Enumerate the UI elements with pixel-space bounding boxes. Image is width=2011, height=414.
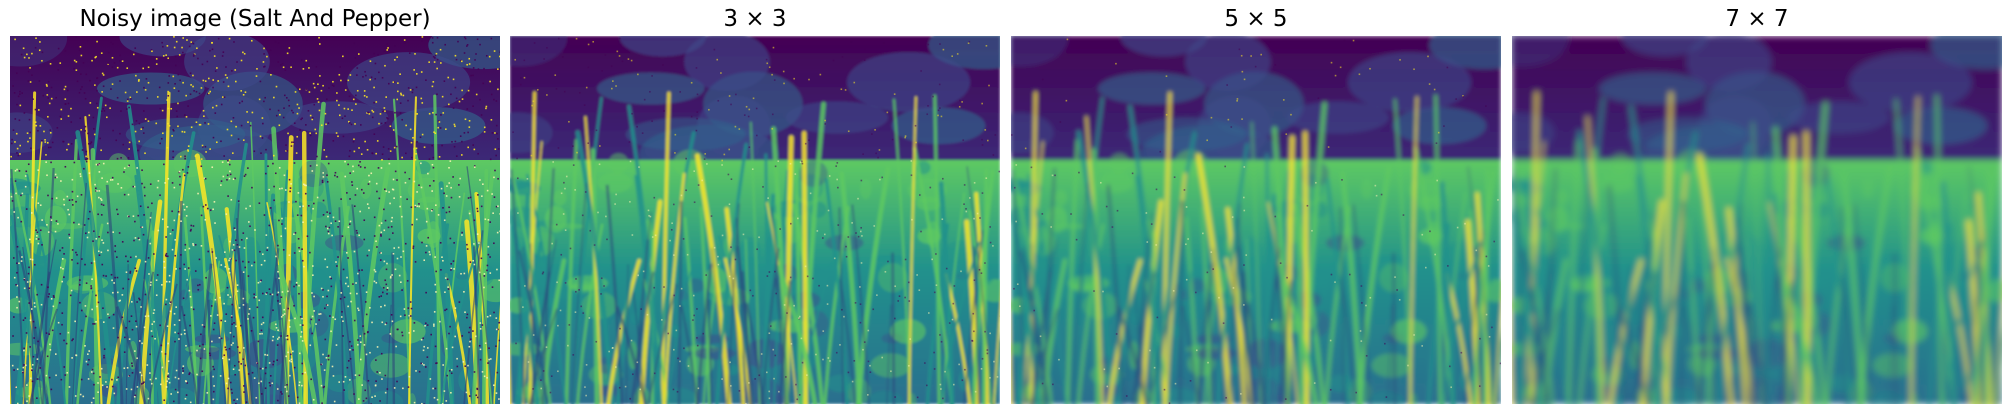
image-canvas xyxy=(1011,36,1501,404)
panel-title: Noisy image (Salt And Pepper) xyxy=(79,6,431,32)
image-canvas xyxy=(1512,36,2002,404)
panel-title: 5 × 5 xyxy=(1224,6,1288,32)
panel-noisy: Noisy image (Salt And Pepper) xyxy=(10,0,500,414)
panel-7x7: 7 × 7 xyxy=(1512,0,2002,414)
image-canvas xyxy=(510,36,1000,404)
noisy-image xyxy=(10,36,500,404)
panel-5x5: 5 × 5 xyxy=(1011,0,1501,414)
image-canvas xyxy=(10,36,500,404)
panel-title: 3 × 3 xyxy=(723,6,787,32)
filtered-image-7x7 xyxy=(1512,36,2002,404)
panel-title: 7 × 7 xyxy=(1725,6,1789,32)
panel-3x3: 3 × 3 xyxy=(510,0,1000,414)
filtered-image-5x5 xyxy=(1011,36,1501,404)
filtered-image-3x3 xyxy=(510,36,1000,404)
